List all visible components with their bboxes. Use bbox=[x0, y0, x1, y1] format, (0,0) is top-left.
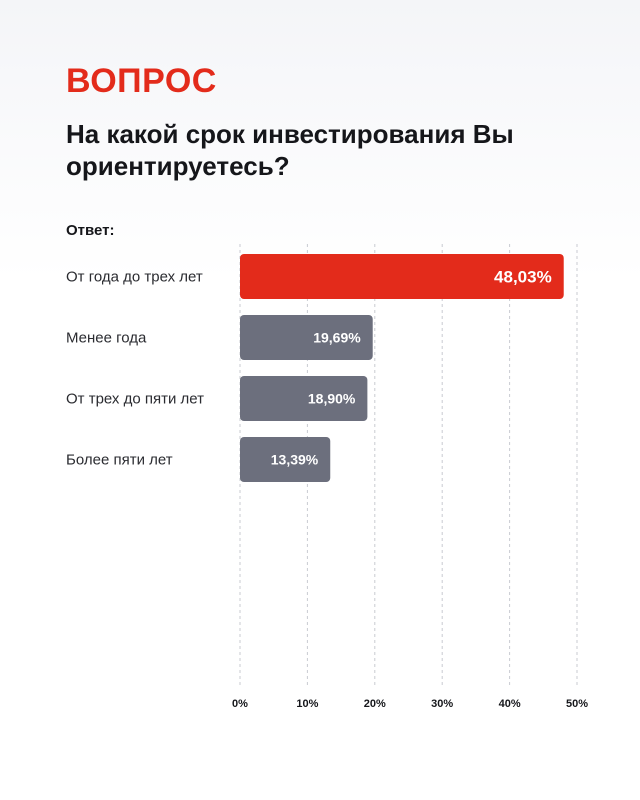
bar-value-label: 13,39% bbox=[271, 452, 319, 468]
x-tick-label: 0% bbox=[232, 698, 248, 710]
x-tick-label: 40% bbox=[499, 698, 521, 710]
category-label: От трех до пяти лет bbox=[66, 391, 204, 408]
answer-label: Ответ: bbox=[66, 222, 115, 239]
x-tick-label: 20% bbox=[364, 698, 386, 710]
x-tick-label: 10% bbox=[296, 698, 318, 710]
bar-value-label: 18,90% bbox=[308, 391, 356, 407]
question-kicker: ВОПРОС bbox=[66, 62, 217, 100]
x-tick-label: 30% bbox=[431, 698, 453, 710]
bar bbox=[240, 437, 331, 482]
category-label: Менее года bbox=[66, 330, 147, 347]
question-title: На какой срок инвестирования Вы ориентир… bbox=[66, 119, 514, 181]
bar bbox=[240, 315, 373, 360]
x-tick-label: 50% bbox=[566, 698, 588, 710]
category-label: Более пяти лет bbox=[66, 452, 173, 469]
bar-value-label: 19,69% bbox=[313, 330, 361, 346]
bar bbox=[240, 254, 564, 299]
bar-value-label: 48,03% bbox=[494, 268, 552, 287]
category-label: От года до трех лет bbox=[66, 269, 203, 286]
bar bbox=[240, 376, 368, 421]
